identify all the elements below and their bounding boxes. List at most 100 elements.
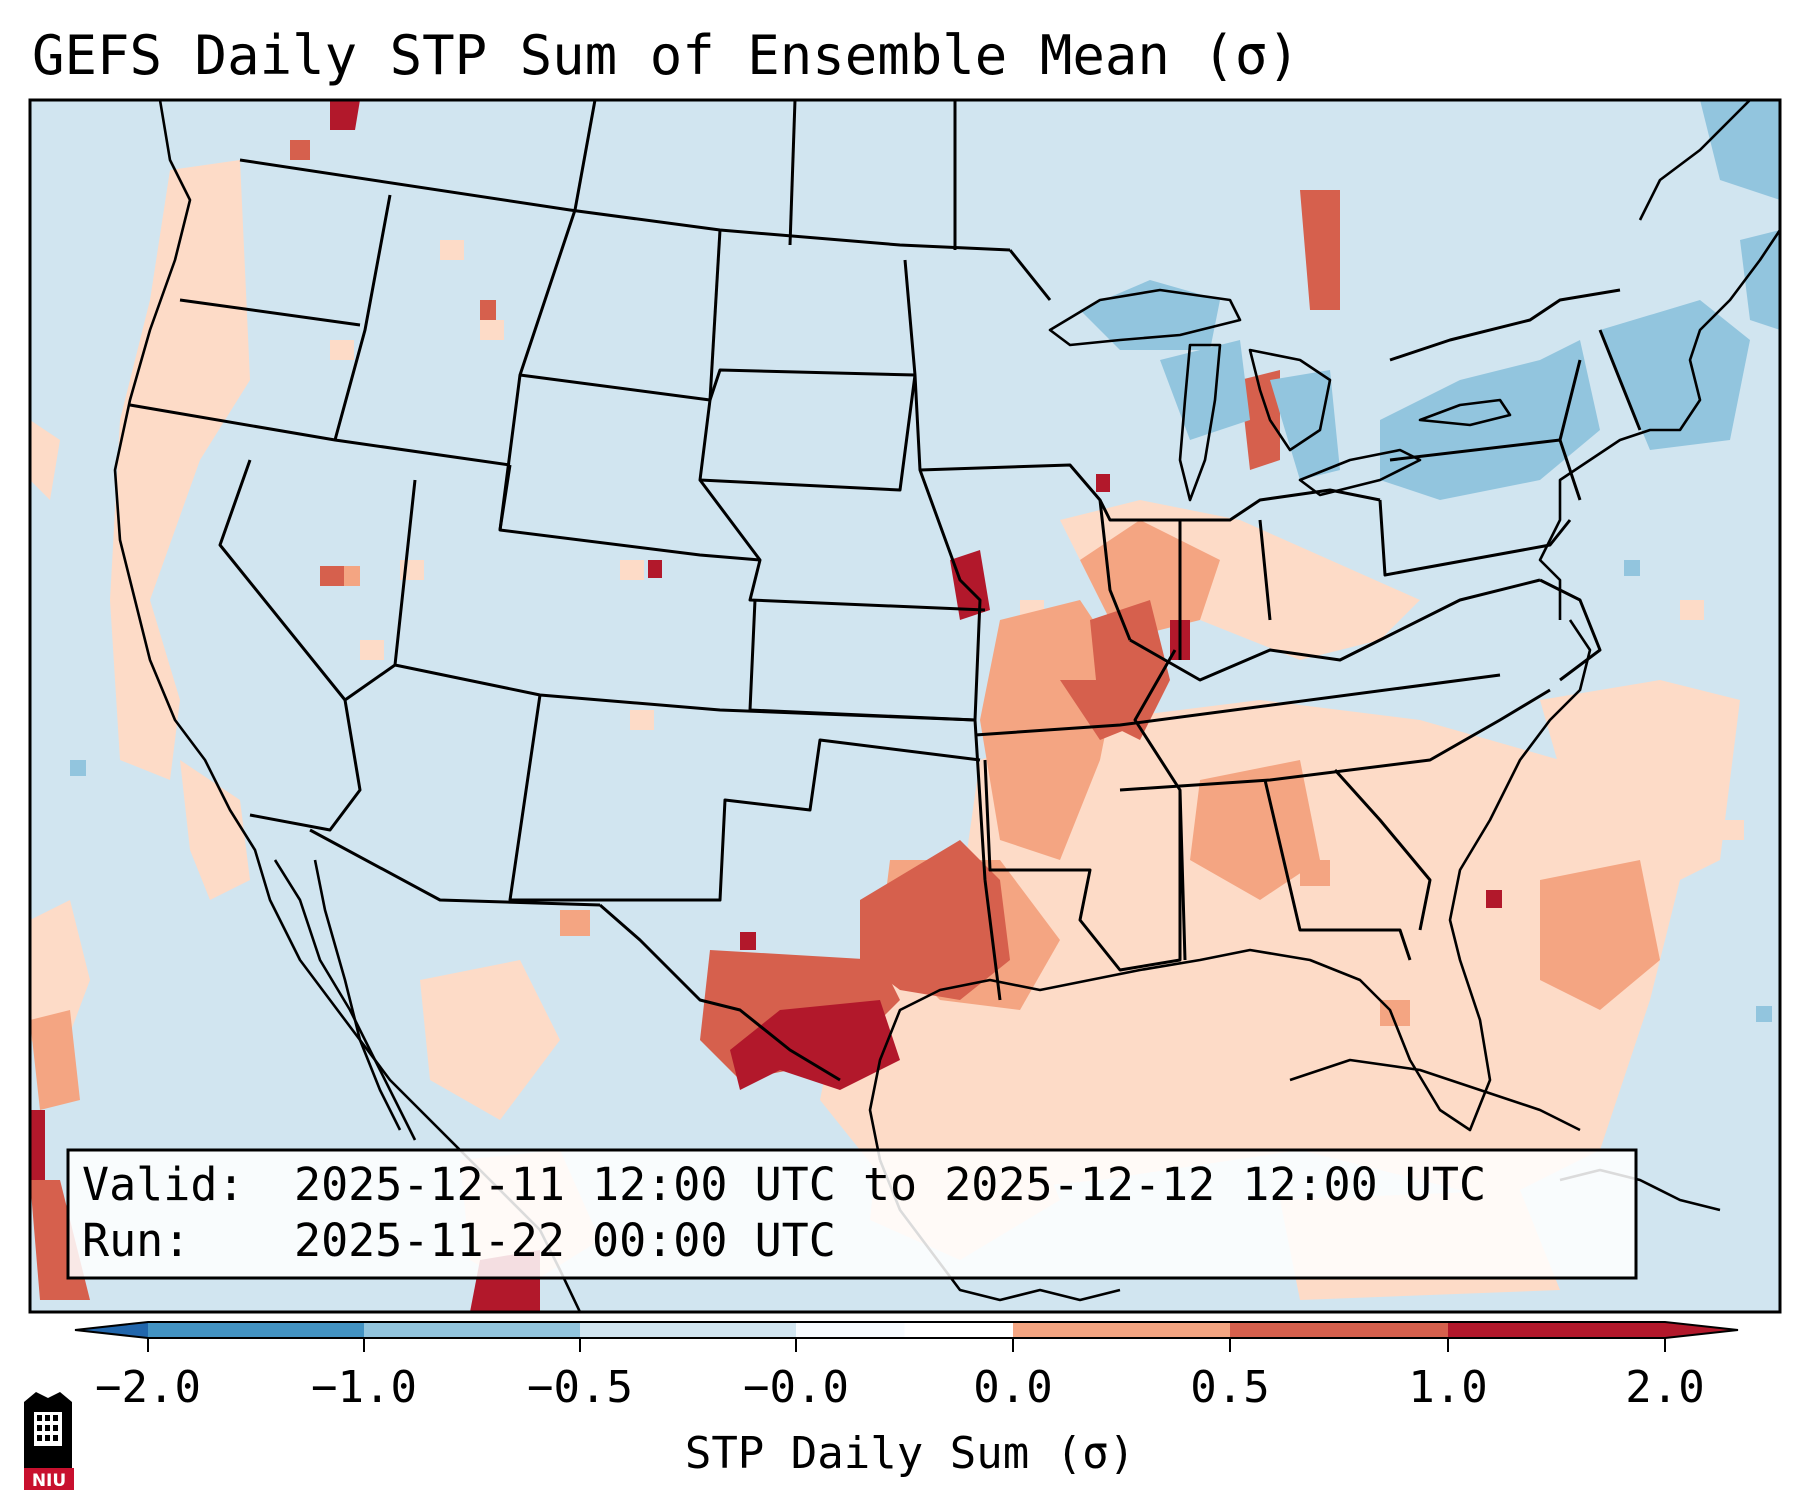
virginia-border: [1539, 578, 1602, 682]
alabama-anomaly: [1190, 760, 1320, 900]
georgia-carolina-border: [1333, 768, 1432, 931]
saskatchewan-border: [573, 100, 597, 211]
michigan-anomaly: [1240, 370, 1280, 470]
valid-label: Valid:: [82, 1158, 245, 1211]
colorbar-segment: [1013, 1322, 1230, 1338]
maritimes-coastline: [1638, 100, 1751, 221]
colorbar-segment: [1230, 1322, 1448, 1338]
university-building-icon: [24, 1392, 72, 1468]
mexico-plateau-anomaly: [420, 960, 560, 1120]
gulf-of-california-coastline: [273, 859, 417, 1141]
run-label: Run:: [82, 1214, 190, 1267]
ohio-valley-border: [1098, 488, 1381, 522]
anomaly-cell: [330, 340, 354, 360]
new-england-anomaly: [1600, 300, 1750, 450]
anomaly-cell: [360, 640, 384, 660]
info-box-frame: [66, 1148, 1638, 1280]
anomaly-cell: [1486, 890, 1502, 908]
gulf-coastline: [868, 619, 1592, 1161]
ny-quebec-border: [1389, 288, 1621, 362]
pacific-edge-anomaly: [30, 1110, 45, 1180]
east-texas-anomaly: [860, 840, 1010, 1000]
run-value: 2025-11-22 00:00 UTC: [294, 1214, 836, 1267]
colorbar-segment: [1448, 1322, 1665, 1338]
anomaly-cell: [630, 710, 654, 730]
colorbar-segment: [580, 1322, 796, 1338]
valid-value: 2025-12-11 12:00 UTC to 2025-12-12 12:00…: [294, 1158, 1486, 1211]
logo-banner: [24, 1468, 74, 1490]
nd-montana-border: [708, 229, 722, 401]
tennessee-north-border: [974, 673, 1501, 737]
pacific-coast-anomaly: [110, 160, 250, 780]
anomaly-cell: [320, 566, 344, 586]
idaho-wyoming-border: [498, 464, 512, 531]
baja-coastline: [313, 859, 402, 1131]
anomaly-cell: [648, 560, 662, 578]
texas-mexico-border: [599, 903, 841, 1082]
indiana-anomaly: [1080, 520, 1220, 640]
washington-oregon-border: [179, 298, 361, 327]
map-frame: [28, 98, 1782, 1314]
colorbar-ticks: −2.0 −1.0 −0.5 −0.0 0.0 0.5 1.0 2.0: [95, 1338, 1705, 1413]
lake-michigan: [1178, 343, 1222, 502]
lake-erie: [1298, 448, 1422, 497]
pacific-south-anomaly: [30, 1010, 80, 1110]
ontario-anomaly: [1300, 190, 1340, 310]
map-title: GEFS Daily STP Sum of Ensemble Mean (σ): [32, 24, 1300, 87]
east-canada-anomaly: [1740, 230, 1780, 330]
south-dakota-border: [698, 374, 917, 492]
atlantic-anomaly: [1540, 680, 1740, 900]
minnesota-iowa-border: [903, 259, 982, 721]
offshore-atlantic-anomaly: [1540, 860, 1660, 1010]
anomaly-cell: [1300, 860, 1330, 886]
lake-superior: [1048, 288, 1242, 347]
new-mexico-texas-border: [508, 694, 981, 902]
colorbar-under-arrow: [75, 1322, 148, 1338]
niu-logo: NIU: [24, 1392, 74, 1491]
great-lakes: [1048, 288, 1512, 502]
state-borders: [129, 100, 1642, 1082]
colorbar-tick-label: 2.0: [1625, 1362, 1704, 1413]
colorbar-tick-label: 1.0: [1408, 1362, 1487, 1413]
colorbar-tick-label: −2.0: [95, 1362, 201, 1413]
anomaly-cell: [480, 320, 504, 340]
logo-text: NIU: [32, 1471, 66, 1491]
offshore-pacific-anomaly: [30, 420, 60, 500]
tennessee-south-border: [1119, 688, 1551, 792]
northwest-canada-anomaly: [330, 100, 360, 130]
colorbar-segments: [148, 1322, 1665, 1338]
california-nevada-border: [218, 459, 347, 701]
map-panel: [28, 98, 1782, 1314]
colorbar-segment: [364, 1322, 580, 1338]
texas-louisiana-border: [983, 879, 1002, 1001]
anomaly-cell: [70, 760, 86, 776]
new-england-borders: [1558, 329, 1642, 441]
anomaly-cell: [560, 910, 590, 936]
baja-pacific-anomaly: [180, 760, 250, 900]
nebraska-border: [698, 479, 986, 612]
colorbar-tick-label: −0.5: [527, 1362, 633, 1413]
idaho-west-border: [333, 194, 392, 441]
info-box: Valid: 2025-12-11 12:00 UTC to 2025-12-1…: [66, 1148, 1638, 1280]
anomaly-cell: [1096, 474, 1110, 492]
anomaly-cell: [480, 300, 496, 320]
alabama-georgia-border: [1178, 779, 1412, 961]
anomaly-cell: [620, 560, 644, 580]
minnesota-ontario-border: [1008, 249, 1052, 301]
california-arizona-border: [249, 663, 396, 832]
anomaly-cell: [1720, 820, 1744, 840]
wyoming-border: [498, 374, 761, 562]
colorbar-segment: [148, 1322, 364, 1338]
colorbar-segment: [796, 1322, 905, 1338]
anomaly-cell: [290, 140, 310, 160]
colorbar-tick-label: −0.0: [743, 1362, 849, 1413]
colorbar: −2.0 −1.0 −0.5 −0.0 0.0 0.5 1.0 2.0 STP Daily S…: [74, 1321, 1739, 1479]
lake-huron-anomaly: [1270, 370, 1340, 480]
nd-west-border: [788, 100, 797, 246]
colorbar-tick-label: 0.0: [973, 1362, 1052, 1413]
kansas-oklahoma-border: [748, 599, 987, 881]
colorbar-tick-label: 0.5: [1190, 1362, 1269, 1413]
lake-ontario: [1418, 398, 1512, 427]
midwest-borders: [1178, 499, 1572, 660]
lake-huron: [1248, 348, 1332, 452]
